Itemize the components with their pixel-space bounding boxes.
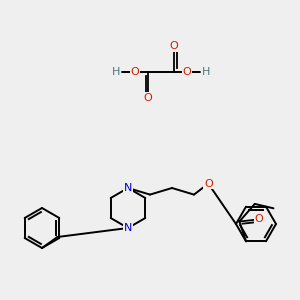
Text: O: O (130, 67, 140, 77)
Text: O: O (144, 93, 152, 103)
Text: O: O (204, 178, 213, 189)
Text: N: N (124, 183, 132, 193)
Text: H: H (112, 67, 120, 77)
Text: O: O (169, 41, 178, 51)
Text: O: O (183, 67, 191, 77)
Text: N: N (124, 223, 132, 233)
Text: H: H (202, 67, 210, 77)
Text: O: O (255, 214, 264, 224)
